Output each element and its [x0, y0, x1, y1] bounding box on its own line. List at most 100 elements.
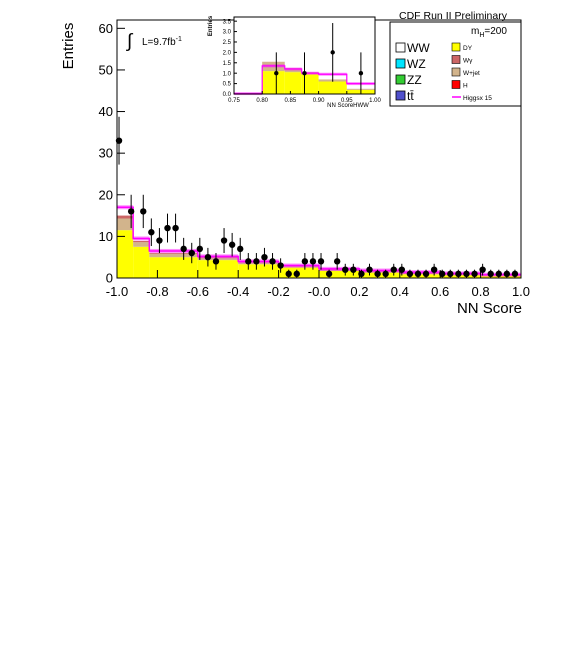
main-data-point-41 — [455, 270, 462, 278]
main-data-point-13 — [228, 241, 236, 248]
legend-swatch-zz — [395, 74, 406, 85]
inset-bar-dy-3 — [301, 74, 319, 94]
main-signal-band-3 — [197, 254, 239, 259]
inset-signal-band-2 — [284, 67, 302, 71]
legend-swatch-w-jet — [451, 67, 461, 77]
main-data-point-16 — [253, 258, 260, 265]
main-y-tick-label-3: 30 — [99, 146, 113, 161]
main-data-point-45 — [487, 270, 494, 278]
inset-bar-w-jet-2 — [284, 67, 302, 73]
main-data-point-8 — [188, 249, 195, 257]
luminosity-label: ∫ L=9.7fb-1 — [126, 31, 182, 52]
main-x-tick-label-8: 0.6 — [431, 284, 449, 299]
main-y-tick-label-5: 50 — [99, 62, 113, 77]
y-axis-title: Entries — [60, 23, 77, 70]
main-data-point-36 — [414, 270, 422, 278]
inset-bar-dy-1 — [262, 71, 285, 94]
main-data-point-15 — [245, 258, 252, 265]
inset-x-tick-label-4: 0.95 — [341, 98, 353, 104]
main-data-point-46 — [495, 270, 502, 278]
main-bar-w--1 — [133, 240, 150, 243]
main-data-point-44 — [479, 266, 486, 273]
main-x-tick-label-1: -0.8 — [146, 284, 168, 299]
main-data-point-1 — [127, 208, 135, 215]
main-signal-band-7 — [359, 268, 400, 273]
inset-y-tick-label-3: 1.5 — [223, 61, 232, 67]
inset-y-axis-title: Entries — [208, 15, 214, 36]
main-data-point-2 — [140, 208, 147, 215]
main-data-point-25 — [325, 270, 333, 278]
main-signal-band-2 — [149, 248, 198, 253]
inset-signal-line — [234, 65, 375, 95]
legend-label-r-3: H — [463, 83, 468, 90]
main-data-point-48 — [511, 270, 519, 278]
main-data-point-6 — [172, 224, 179, 232]
inset-x-tick-label-3: 0.90 — [313, 98, 325, 104]
legend-swatch-w- — [451, 55, 461, 64]
inset-data-point-2 — [330, 50, 335, 55]
main-data-point-38 — [430, 266, 438, 273]
main-data-point-22 — [301, 258, 309, 265]
main-data-point-20 — [285, 270, 292, 278]
main-data-point-28 — [350, 266, 357, 273]
main-data-point-33 — [390, 266, 397, 273]
main-bar-w--0 — [117, 215, 134, 219]
main-x-tick-label-0: -1.0 — [106, 284, 128, 299]
inset-x-tick-label-2: 0.85 — [285, 98, 297, 104]
legend-panel: mH=200 WW WZ ZZ tt̄ DY Wγ W+jet H Higgsx 15 — [389, 21, 522, 107]
main-data-point-31 — [374, 270, 381, 278]
legend-label-r-4: Higgsx 15 — [463, 95, 492, 102]
main-data-point-32 — [382, 270, 389, 278]
main-x-tick-label-10: 1.0 — [512, 284, 530, 299]
main-data-point-4 — [156, 237, 163, 244]
legend-label-2: ZZ — [407, 73, 422, 87]
main-bar-dy-0 — [117, 230, 134, 278]
main-data-point-40 — [447, 270, 454, 278]
main-bar-w-jet-6 — [319, 269, 360, 271]
inset-signal-band-3 — [301, 71, 319, 75]
main-bar-dy-2 — [149, 257, 198, 278]
main-data-point-23 — [309, 258, 317, 265]
main-y-tick-label-4: 40 — [99, 104, 113, 119]
main-x-tick-label-2: -0.6 — [187, 284, 209, 299]
legend-label-r-0: DY — [463, 45, 473, 52]
integral-sign: ∫ — [126, 31, 134, 52]
main-x-tick-label-3: -0.4 — [227, 284, 249, 299]
main-data-point-5 — [164, 224, 171, 232]
main-bar-dy-1 — [133, 246, 150, 278]
main-data-point-3 — [148, 229, 155, 236]
main-bar-w-jet-5 — [278, 265, 319, 268]
legend-frame — [389, 21, 522, 107]
main-signal-band-6 — [319, 266, 360, 271]
inset-plot: 0.75 0.80 0.85 0.90 0.95 1.00 0.0 0.5 1.0 1.5 2.0 2… — [208, 15, 381, 109]
legend-label-3: tt̄ — [407, 89, 414, 103]
main-bar-w--2 — [149, 253, 198, 254]
chart-title: CDF Run II Preliminary — [399, 10, 508, 22]
mass-label: mH=200 — [471, 26, 507, 39]
inset-y-tick-label-6: 3.0 — [223, 30, 232, 36]
main-signal-band-5 — [278, 263, 319, 268]
main-data-point-7 — [180, 245, 187, 253]
main-plot: -1.0 -0.8 -0.6 -0.4 -0.2 -0.0 0.2 0.4 0.6 0.8 1.00… — [99, 19, 530, 299]
main-bar-w-jet-2 — [149, 253, 198, 258]
inset-y-tick-label-1: 0.5 — [223, 82, 232, 88]
legend-label-1: WZ — [407, 57, 426, 71]
main-data-point-19 — [277, 262, 284, 269]
inset-data-point-0 — [274, 70, 279, 76]
legend-swatch-wz — [395, 58, 406, 69]
main-data-point-0 — [115, 137, 123, 144]
inset-x-tick-label-5: 1.00 — [369, 98, 381, 104]
main-x-tick-label-6: 0.2 — [350, 284, 368, 299]
main-data-point-27 — [342, 266, 349, 273]
inset-data-point-3 — [358, 70, 364, 76]
inset-x-axis-title: NN ScoreHWW — [327, 103, 369, 109]
main-data-point-10 — [204, 253, 212, 261]
inset-y-tick-label-4: 2.0 — [223, 50, 232, 56]
main-data-point-14 — [237, 245, 244, 253]
luminosity-text: L=9.7fb-1 — [142, 36, 182, 48]
main-x-tick-label-4: -0.2 — [267, 284, 289, 299]
legend-label-r-1: Wγ — [463, 58, 473, 65]
inset-x-tick-label-0: 0.75 — [228, 98, 240, 104]
main-data-point-17 — [261, 253, 268, 261]
